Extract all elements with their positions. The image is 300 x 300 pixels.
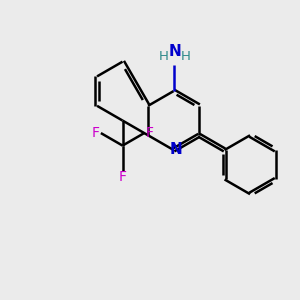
Text: H: H [159, 50, 169, 63]
Text: N: N [169, 44, 182, 59]
Text: F: F [92, 126, 100, 140]
Text: H: H [181, 50, 191, 63]
Text: F: F [118, 170, 127, 184]
Text: F: F [146, 126, 154, 140]
Text: N: N [169, 142, 182, 158]
